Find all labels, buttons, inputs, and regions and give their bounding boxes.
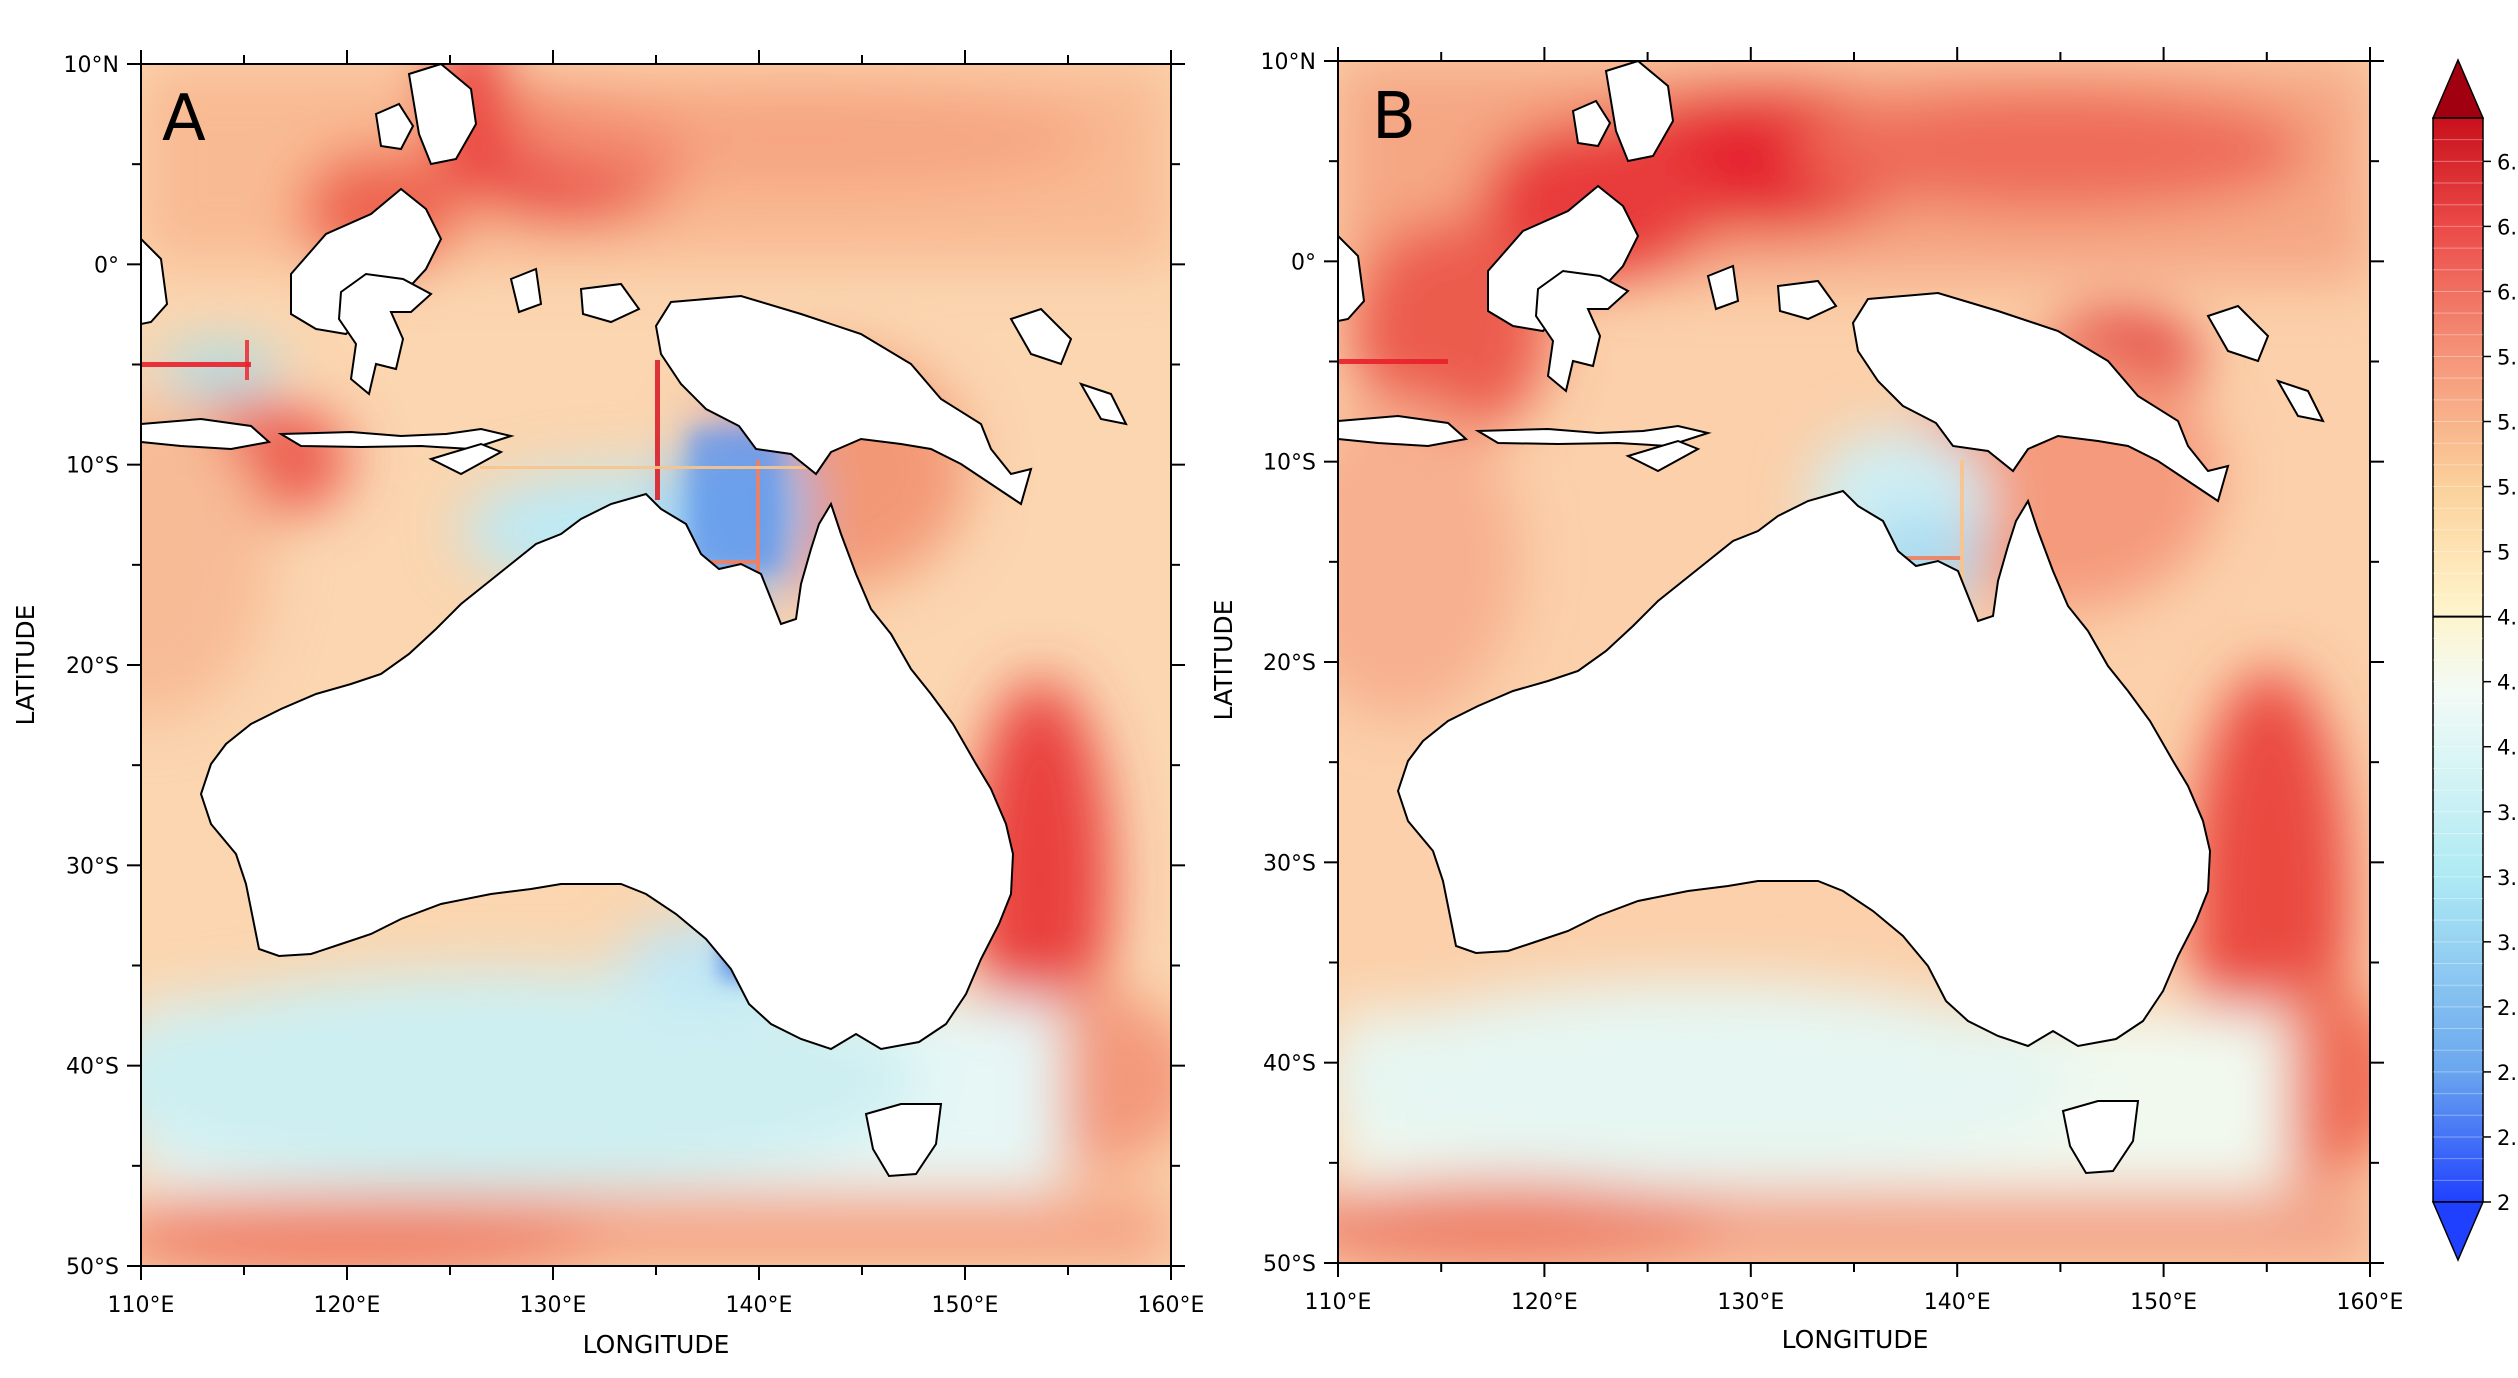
lon-tick-label: 130°E bbox=[1717, 1290, 1784, 1315]
colorbar-label: 2 bbox=[2497, 1191, 2510, 1215]
panel-b-field bbox=[1338, 61, 2370, 1263]
colorbar-label: 3.8 bbox=[2497, 801, 2518, 825]
panel-a-label: A bbox=[162, 82, 206, 156]
lat-tick-label: 10°N bbox=[1261, 50, 1316, 75]
lon-tick-label: 120°E bbox=[314, 1293, 381, 1318]
panel-b-y-axis-title: LATITUDE bbox=[1209, 600, 1238, 721]
colorbar-label: 4.7 bbox=[2497, 606, 2518, 630]
colorbar-bands bbox=[2433, 139, 2483, 1181]
lon-tick-label: 140°E bbox=[726, 1293, 793, 1318]
colorbar-label: 3.2 bbox=[2497, 931, 2518, 955]
colorbar-label: 2.6 bbox=[2497, 1061, 2518, 1085]
colorbar-body bbox=[2432, 117, 2484, 1203]
lon-tick-label: 150°E bbox=[932, 1293, 999, 1318]
colorbar-bottom-arrow bbox=[2431, 1201, 2485, 1262]
panel-b-axes: 110°E 120°E 130°E 140°E 150°E 160°E 10°N 0° 10°S… bbox=[1261, 47, 2404, 1315]
lat-tick-label: 30°S bbox=[66, 854, 119, 879]
lon-tick-label: 140°E bbox=[1924, 1290, 1991, 1315]
lon-tick-label: 110°E bbox=[108, 1293, 175, 1318]
lat-tick-label: 40°S bbox=[1263, 1052, 1316, 1077]
panel-a-field bbox=[141, 64, 1171, 1266]
lon-tick-label: 110°E bbox=[1305, 1290, 1372, 1315]
lat-tick-label: 0° bbox=[94, 253, 119, 278]
colorbar-label: 2.9 bbox=[2497, 996, 2518, 1020]
colorbar-label: 5.3 bbox=[2497, 476, 2518, 500]
panel-a-y-axis-title: LATITUDE bbox=[11, 605, 40, 726]
lat-tick-label: 10°S bbox=[1263, 451, 1316, 476]
lat-tick-label: 40°S bbox=[66, 1055, 119, 1080]
lat-tick-label: 50°S bbox=[1263, 1252, 1316, 1277]
panel-b-label: B bbox=[1372, 80, 1416, 154]
panel-a-axes: 110°E 120°E 130°E 140°E 150°E 160°E 10°N 0° 10°S… bbox=[64, 50, 1205, 1318]
colorbar-label: 6.5 bbox=[2497, 215, 2518, 239]
panel-b-x-axis-title: LONGITUDE bbox=[1782, 1325, 1929, 1354]
lat-tick-label: 30°S bbox=[1263, 851, 1316, 876]
colorbar-label: 6.2 bbox=[2497, 280, 2518, 304]
colorbar-label: 5 bbox=[2497, 541, 2510, 565]
colorbar: 6.8 6.5 6.2 5.9 5.6 5.3 5 4.7 4.4 4.1 3.8 3.5 3.2 2.9… bbox=[2431, 58, 2518, 1262]
lat-tick-label: 0° bbox=[1291, 250, 1316, 275]
colorbar-label: 5.9 bbox=[2497, 345, 2518, 369]
lon-tick-label: 160°E bbox=[1138, 1293, 1205, 1318]
colorbar-label: 2.3 bbox=[2497, 1126, 2518, 1150]
lat-tick-label: 10°N bbox=[64, 53, 119, 78]
panel-a-x-axis-title: LONGITUDE bbox=[583, 1330, 730, 1359]
lon-tick-label: 130°E bbox=[520, 1293, 587, 1318]
lat-tick-label: 20°S bbox=[66, 654, 119, 679]
colorbar-label: 5.6 bbox=[2497, 411, 2518, 435]
panel-b: B 110°E 120°E 130°E 140°E 150°E 160°E 10°N 0° 10… bbox=[1209, 47, 2404, 1354]
panel-a: A 110°E 120°E 130°E 140°E 150°E 160°E 10°N 0° 10… bbox=[11, 50, 1205, 1359]
colorbar-label: 3.5 bbox=[2497, 866, 2518, 890]
lon-tick-label: 150°E bbox=[2130, 1290, 2197, 1315]
colorbar-label: 4.4 bbox=[2497, 671, 2518, 695]
lon-tick-label: 120°E bbox=[1511, 1290, 1578, 1315]
lat-tick-label: 50°S bbox=[66, 1255, 119, 1280]
colorbar-label: 4.1 bbox=[2497, 736, 2518, 760]
colorbar-top-arrow bbox=[2431, 58, 2485, 119]
lon-tick-label: 160°E bbox=[2337, 1290, 2404, 1315]
lat-tick-label: 10°S bbox=[66, 454, 119, 479]
colorbar-labels: 6.8 6.5 6.2 5.9 5.6 5.3 5 4.7 4.4 4.1 3.8 3.5 3.2 2.9… bbox=[2433, 150, 2518, 1215]
lat-tick-label: 20°S bbox=[1263, 651, 1316, 676]
colorbar-label: 6.8 bbox=[2497, 150, 2518, 174]
